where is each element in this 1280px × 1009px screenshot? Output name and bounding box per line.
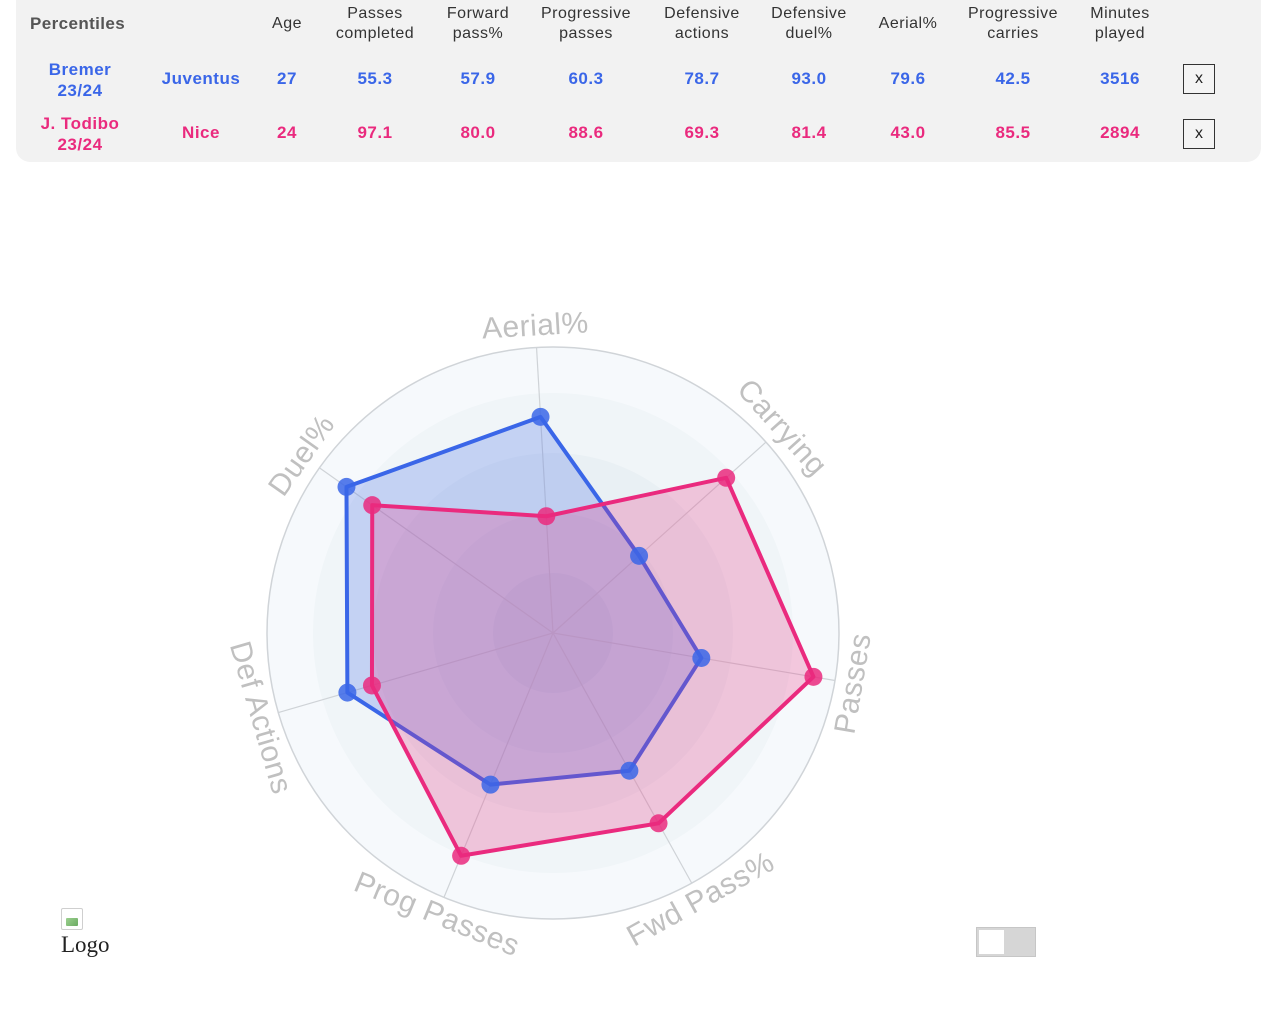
- radar-data-point: [620, 762, 638, 780]
- radar-data-point: [481, 776, 499, 794]
- radar-data-point: [338, 684, 356, 702]
- radar-data-point: [537, 507, 555, 525]
- radar-data-point: [804, 668, 822, 686]
- theme-toggle[interactable]: [976, 927, 1036, 957]
- radar-data-point: [363, 676, 381, 694]
- radar-data-point: [692, 649, 710, 667]
- radar-data-point: [650, 814, 668, 832]
- radar-data-point: [337, 478, 355, 496]
- toggle-knob: [979, 930, 1004, 954]
- broken-image-icon: [61, 908, 83, 930]
- logo-alt-text: Logo: [61, 932, 110, 957]
- radar-data-point: [717, 469, 735, 487]
- logo-image: Logo: [61, 908, 110, 958]
- radar-data-point: [363, 496, 381, 514]
- radar-data-point: [532, 408, 550, 426]
- radar-axis-label: Aerial%: [481, 306, 590, 345]
- radar-data-point: [630, 547, 648, 565]
- radar-data-point: [452, 847, 470, 865]
